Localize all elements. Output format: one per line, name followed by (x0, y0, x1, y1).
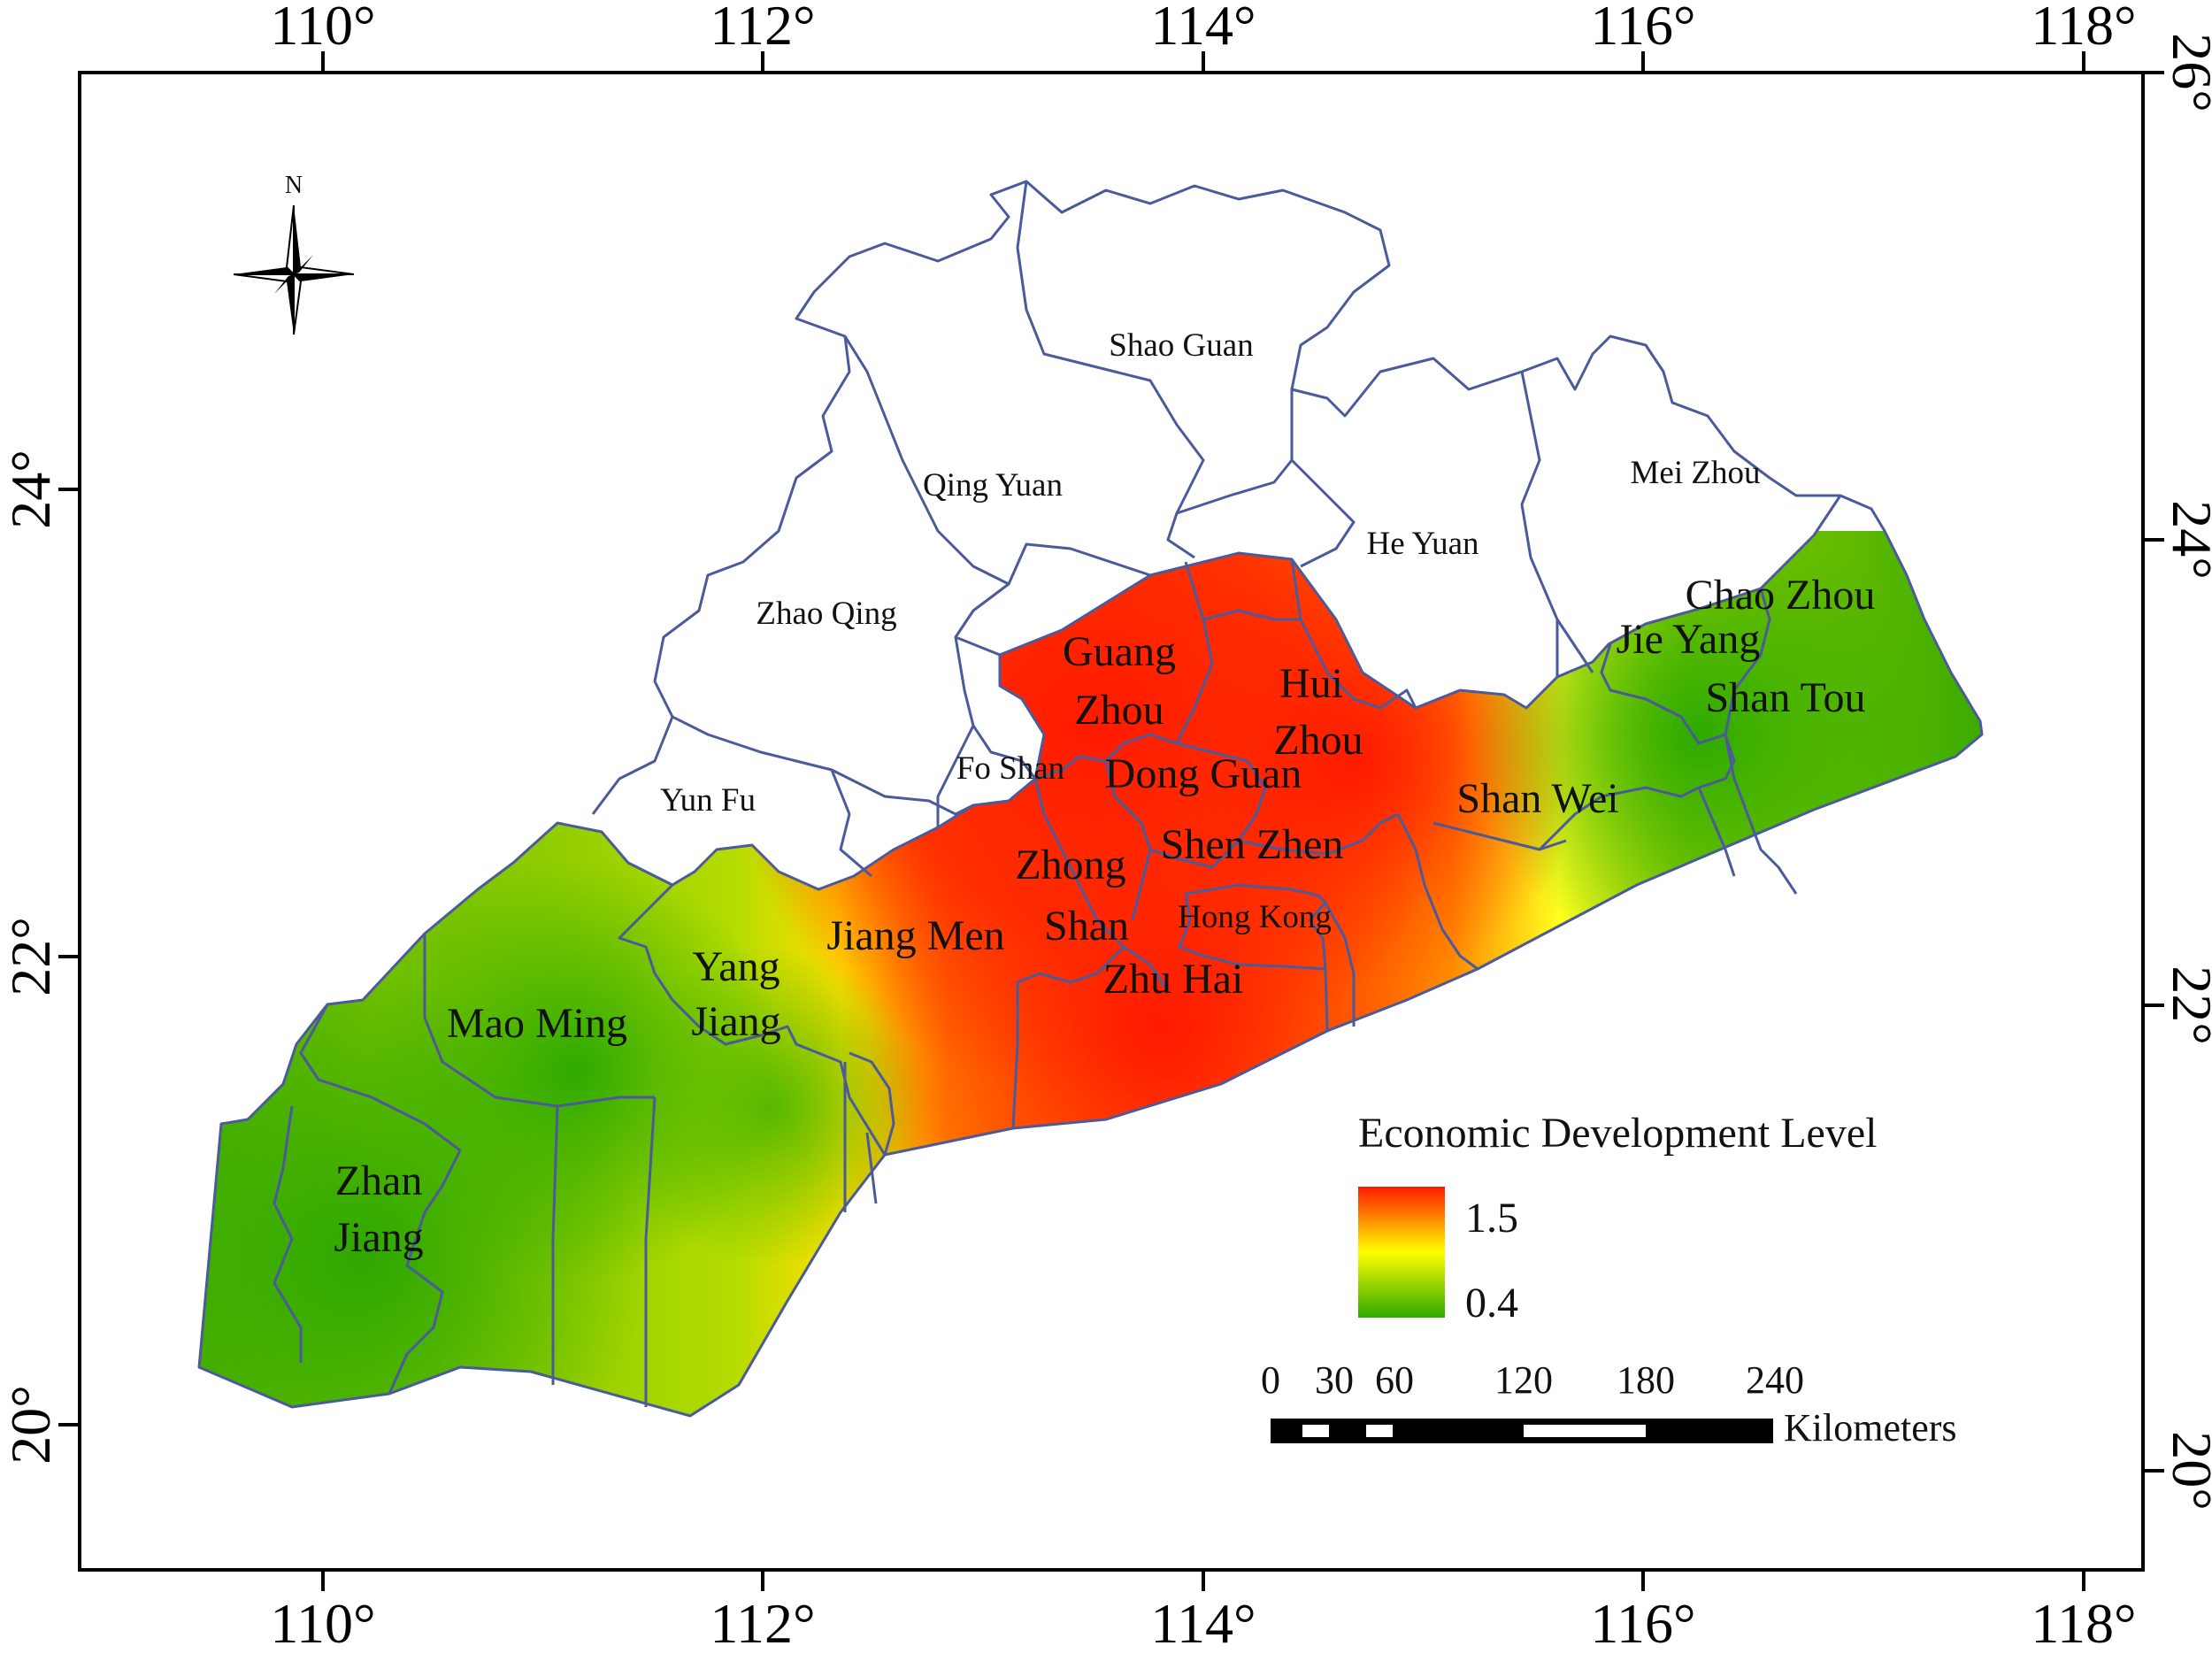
scale-tick-240: 240 (1746, 1358, 1804, 1402)
lon-label-bottom-114: 114° (1150, 1592, 1256, 1655)
north-arrow-icon: N (233, 172, 355, 335)
city-label-guang-zhou-line1: Guang (1063, 628, 1176, 675)
scale-tick-30: 30 (1315, 1358, 1354, 1402)
hong-kong-region (1178, 883, 1327, 971)
city-label-dong-guan: Dong Guan (1105, 750, 1302, 797)
lat-label-right-20: 20° (2161, 1431, 2212, 1511)
lat-label-right-24: 24° (2161, 500, 2212, 580)
city-label-chao-zhou: Chao Zhou (1686, 572, 1876, 619)
city-label-hui-zhou-line2: Zhou (1273, 717, 1363, 764)
scale-bar: 0 30 60 120 180 240 Kilometers (1261, 1358, 1957, 1450)
graticule-ticks (58, 51, 2164, 1591)
north-label: N (285, 172, 303, 199)
scale-tick-180: 180 (1617, 1358, 1675, 1402)
legend: Economic Development Level 1.5 0.4 (1358, 1110, 1877, 1326)
lat-label-left-22: 22° (0, 917, 62, 996)
city-label-shan-wei: Shan Wei (1456, 775, 1618, 822)
city-label-fo-shan: Fo Shan (956, 750, 1064, 787)
city-label-shao-guan: Shao Guan (1109, 327, 1253, 364)
city-label-he-yuan: He Yuan (1366, 526, 1479, 562)
city-label-hong-kong: Hong Kong (1178, 899, 1332, 935)
city-label-guang-zhou-line2: Zhou (1074, 687, 1164, 734)
lon-label-bottom-112: 112° (710, 1592, 815, 1655)
city-label-mei-zhou: Mei Zhou (1631, 455, 1761, 491)
lon-label-top-118: 118° (2031, 0, 2136, 57)
legend-max-label: 1.5 (1465, 1195, 1518, 1242)
city-label-jie-yang: Jie Yang (1617, 616, 1761, 663)
city-label-zhong-shan-line2: Shan (1044, 903, 1129, 950)
map-frame (78, 71, 2145, 1572)
city-label-zhan-jiang-line2: Jiang (334, 1214, 423, 1261)
legend-color-ramp (1358, 1187, 1445, 1318)
city-label-zhan-jiang-line1: Zhan (335, 1157, 423, 1204)
lon-label-bottom-116: 116° (1590, 1592, 1695, 1655)
city-label-yang-jiang-line1: Yang (692, 943, 780, 990)
scale-unit: Kilometers (1784, 1406, 1957, 1450)
city-label-jiang-men: Jiang Men (826, 912, 1004, 959)
city-label-shen-zhen: Shen Zhen (1161, 821, 1344, 868)
lon-label-top-110: 110° (270, 0, 375, 57)
lon-label-top-112: 112° (710, 0, 815, 57)
city-label-mao-ming: Mao Ming (447, 1000, 627, 1047)
legend-title: Economic Development Level (1358, 1110, 1877, 1157)
prefecture-boundaries (197, 180, 1984, 1418)
city-label-yang-jiang-line2: Jiang (691, 998, 780, 1045)
lon-label-top-116: 116° (1590, 0, 1695, 57)
city-label-shan-tou: Shan Tou (1705, 674, 1865, 721)
scale-tick-60: 60 (1375, 1358, 1414, 1402)
legend-min-label: 0.4 (1465, 1280, 1518, 1326)
city-label-qing-yuan: Qing Yuan (923, 467, 1063, 504)
lat-label-left-20: 20° (0, 1385, 62, 1465)
scale-tick-0: 0 (1261, 1358, 1280, 1402)
city-label-yun-fu: Yun Fu (660, 782, 756, 819)
scale-tick-120: 120 (1494, 1358, 1553, 1402)
city-label-zhong-shan-line1: Zhong (1015, 842, 1125, 888)
lat-label-right-22: 22° (2161, 965, 2212, 1045)
city-label-zhao-qing: Zhao Qing (756, 596, 896, 632)
lat-label-right-26: 26° (2161, 33, 2212, 112)
lat-label-left-24: 24° (0, 450, 62, 529)
city-label-hui-zhou-line1: Hui (1279, 660, 1343, 707)
lon-label-bottom-118: 118° (2031, 1592, 2136, 1655)
city-labels: Shao Guan Qing Yuan Mei Zhou He Yuan Zha… (334, 327, 1875, 1261)
lon-label-top-114: 114° (1150, 0, 1256, 57)
city-label-zhu-hai: Zhu Hai (1103, 956, 1244, 1003)
lon-label-bottom-110: 110° (270, 1592, 375, 1655)
